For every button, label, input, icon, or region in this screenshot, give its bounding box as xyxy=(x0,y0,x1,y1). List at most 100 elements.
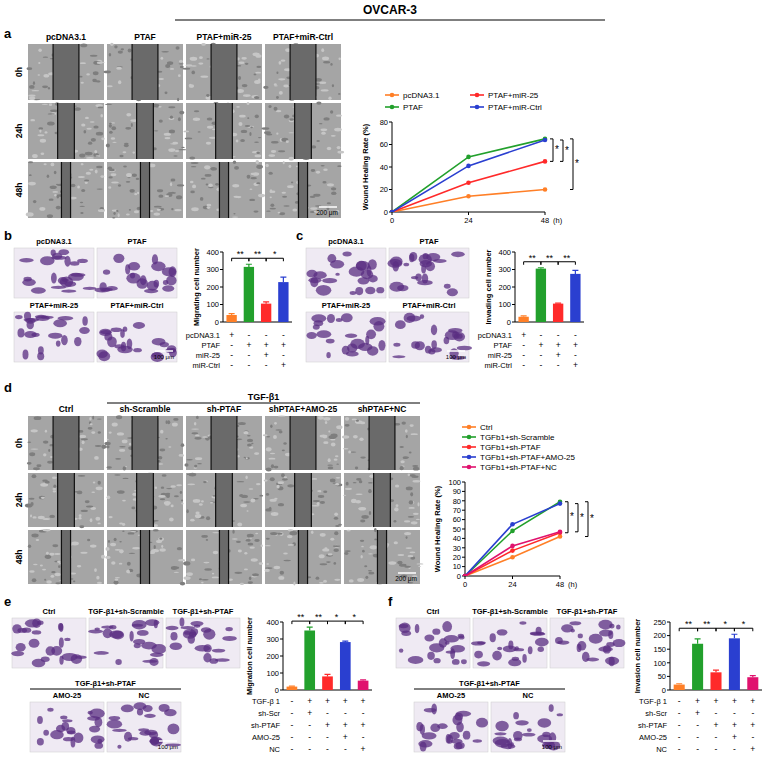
texture xyxy=(406,547,413,549)
texture xyxy=(237,522,242,526)
texture xyxy=(270,208,277,210)
texture xyxy=(345,417,349,421)
stained-cell xyxy=(335,273,340,276)
texture xyxy=(54,560,61,562)
texture xyxy=(157,189,163,192)
condition-mark: - xyxy=(574,330,577,340)
texture xyxy=(253,210,258,212)
texture xyxy=(320,533,326,537)
texture xyxy=(79,76,82,78)
texture xyxy=(190,519,194,522)
texture xyxy=(348,451,351,454)
texture xyxy=(206,516,210,520)
stained-cell xyxy=(403,263,409,267)
micrograph xyxy=(14,312,94,362)
texture xyxy=(191,162,199,164)
texture xyxy=(403,456,408,459)
texture xyxy=(31,429,38,432)
stained-cell xyxy=(124,732,132,742)
y-tick-label: 40 xyxy=(380,163,388,172)
texture xyxy=(407,555,413,557)
texture xyxy=(111,182,118,184)
texture xyxy=(333,545,340,547)
stained-cell xyxy=(355,287,363,295)
texture xyxy=(186,572,193,576)
texture xyxy=(110,43,113,46)
texture xyxy=(79,206,84,207)
texture xyxy=(193,499,201,503)
texture xyxy=(206,206,210,209)
texture xyxy=(112,142,116,143)
texture xyxy=(171,566,177,570)
wound-edge xyxy=(232,103,233,159)
texture xyxy=(249,446,253,449)
stained-cell xyxy=(444,284,451,289)
texture xyxy=(57,560,61,563)
texture xyxy=(256,165,263,169)
texture xyxy=(53,490,56,492)
texture xyxy=(127,569,130,573)
texture xyxy=(349,579,354,582)
texture xyxy=(233,160,236,163)
texture xyxy=(344,552,348,555)
texture xyxy=(71,542,79,546)
texture xyxy=(394,507,398,511)
scale-bar xyxy=(447,350,465,352)
texture xyxy=(271,464,274,468)
texture xyxy=(189,84,192,88)
texture xyxy=(326,561,331,563)
wound-gap xyxy=(211,416,237,470)
y-tick xyxy=(462,557,465,558)
texture xyxy=(190,84,195,88)
texture xyxy=(336,484,343,487)
texture xyxy=(194,422,197,425)
stained-cell xyxy=(327,254,336,263)
y-tick-label: 400 xyxy=(266,618,279,627)
texture xyxy=(90,545,96,548)
y-tick-label: 0 xyxy=(384,208,388,217)
condition-mark: - xyxy=(290,696,293,706)
texture xyxy=(170,143,176,144)
texture xyxy=(364,565,367,567)
stained-cell xyxy=(154,280,160,288)
y-tick xyxy=(280,656,283,657)
condition-mark: - xyxy=(557,360,560,370)
stained-cell xyxy=(43,730,49,736)
texture xyxy=(321,89,329,91)
stained-cell xyxy=(190,628,198,635)
stained-cell xyxy=(15,315,23,319)
texture xyxy=(79,435,86,438)
stained-cell xyxy=(160,342,169,347)
stained-cell xyxy=(142,660,157,663)
texture xyxy=(336,425,342,429)
wound-edge xyxy=(386,530,387,584)
texture xyxy=(406,487,413,491)
texture xyxy=(287,484,294,487)
series-line xyxy=(392,190,545,213)
texture xyxy=(50,109,58,112)
texture xyxy=(232,538,238,540)
bar-chart: 0100200300400Invading cell numberpcDNA3.… xyxy=(478,248,584,370)
texture xyxy=(45,430,47,433)
wound-edge xyxy=(315,44,316,100)
texture xyxy=(174,495,179,497)
stained-cell xyxy=(401,631,411,636)
y-tick-label: 90 xyxy=(453,487,461,496)
condition-label: miR-25 xyxy=(488,351,512,360)
stained-cell xyxy=(60,716,67,720)
condition-mark: - xyxy=(344,744,347,754)
y-tick xyxy=(512,287,515,288)
texture xyxy=(408,507,414,509)
image-label: AMO-25 xyxy=(53,691,81,700)
condition-mark: - xyxy=(230,340,233,350)
condition-mark: + xyxy=(573,360,578,370)
texture xyxy=(93,71,99,75)
texture xyxy=(248,581,253,584)
condition-mark: + xyxy=(229,330,234,340)
texture xyxy=(319,554,325,558)
texture xyxy=(199,503,203,505)
texture xyxy=(331,187,336,190)
texture xyxy=(251,95,258,98)
error-bar xyxy=(289,685,295,687)
stained-cell xyxy=(439,638,448,647)
